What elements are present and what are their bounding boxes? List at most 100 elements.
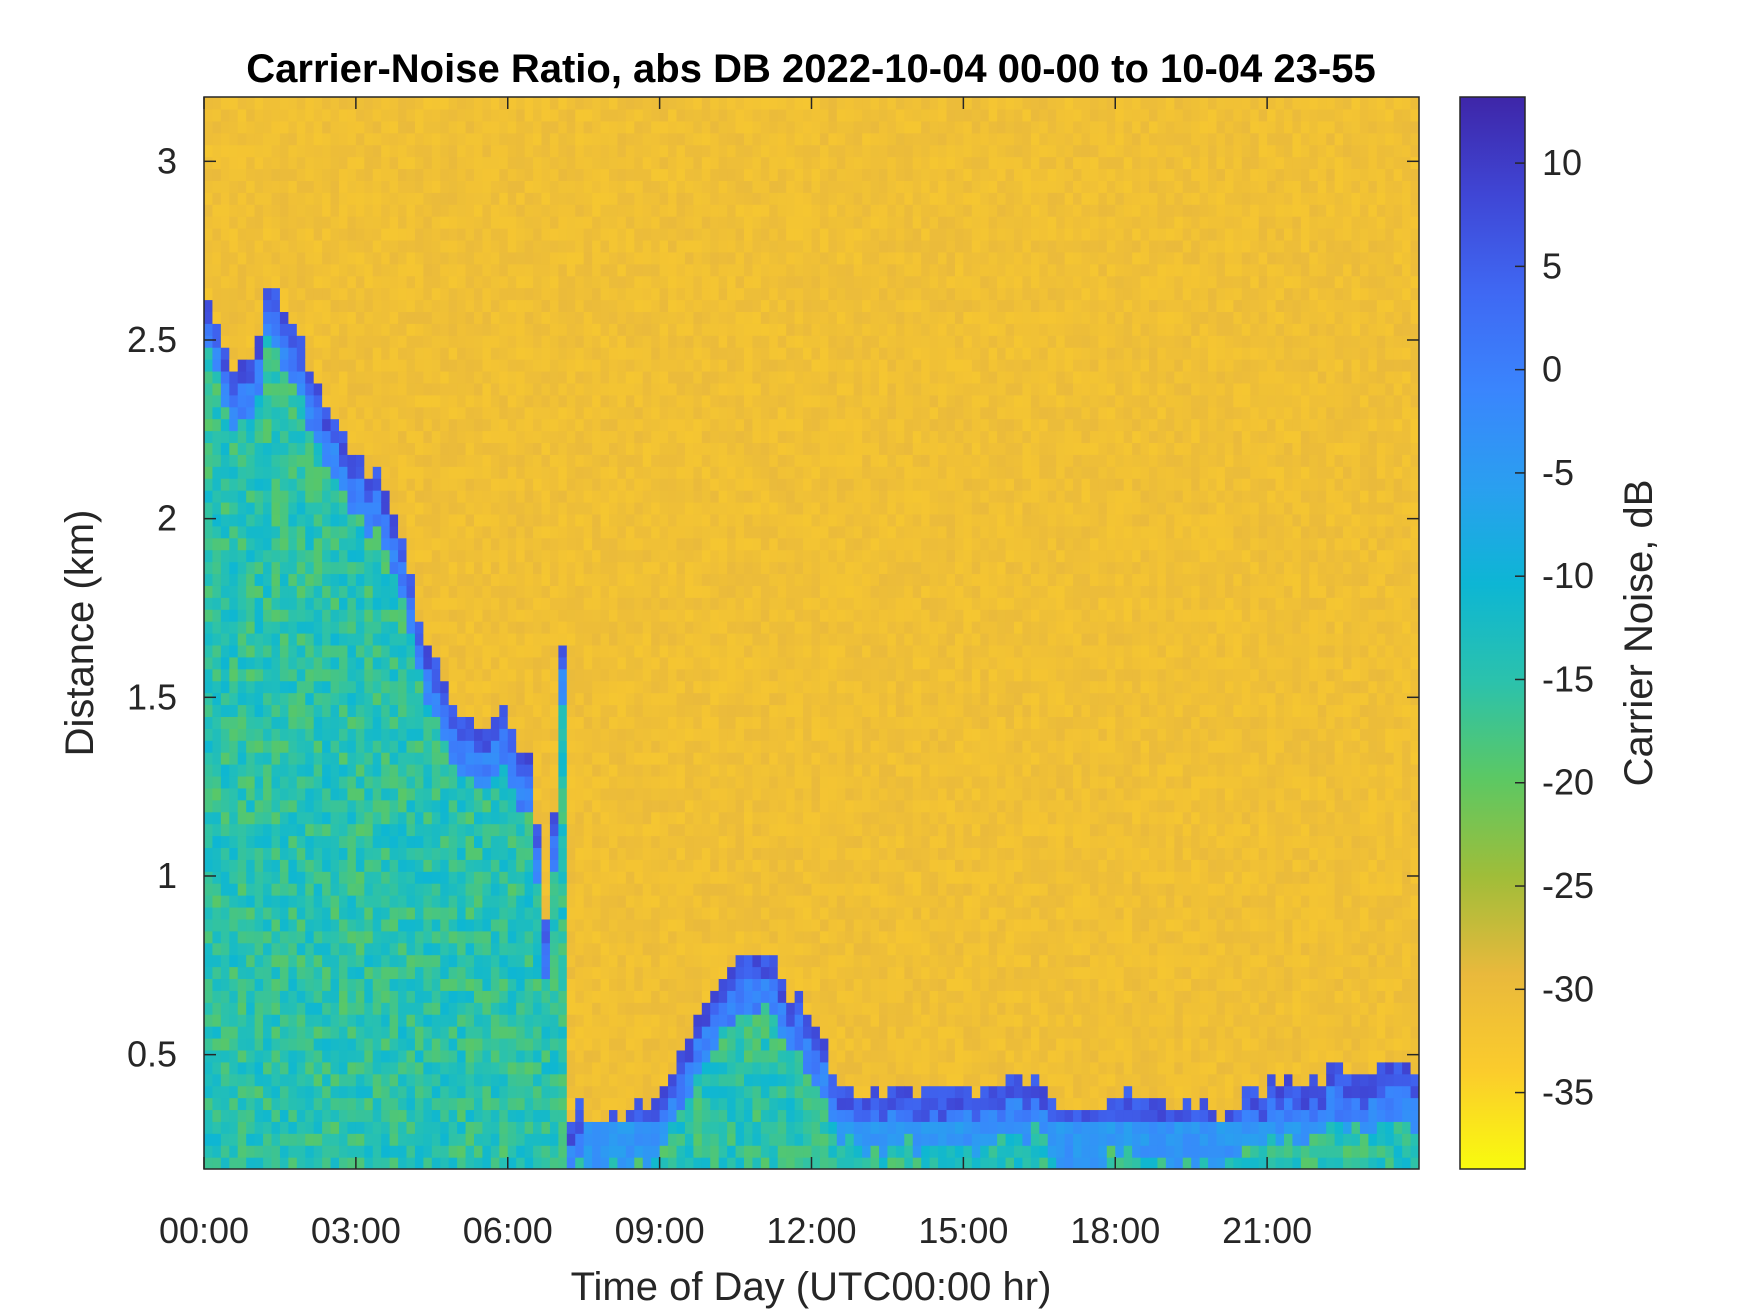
heatmap-cell [659, 1049, 669, 1063]
heatmap-cell [288, 490, 298, 503]
heatmap-cell [263, 811, 273, 825]
heatmap-cell [313, 764, 323, 777]
heatmap-cell [305, 382, 315, 396]
heatmap-cell [229, 942, 239, 956]
heatmap-cell [625, 680, 635, 694]
heatmap-cell [263, 835, 273, 848]
heatmap-cell [279, 478, 289, 491]
heatmap-cell [237, 549, 247, 563]
heatmap-cell [507, 299, 517, 312]
heatmap-cell [634, 513, 644, 527]
heatmap-cell [389, 263, 399, 277]
heatmap-cell [533, 787, 543, 801]
heatmap-cell [457, 823, 467, 837]
heatmap-cell [288, 1145, 298, 1158]
heatmap-cell [440, 180, 450, 193]
heatmap-cell [600, 132, 610, 146]
heatmap-cell [651, 764, 661, 777]
heatmap-cell [372, 1026, 382, 1039]
heatmap-cell [288, 311, 298, 324]
heatmap-cell [566, 454, 576, 467]
heatmap-cell [566, 811, 576, 825]
heatmap-cell [474, 335, 484, 348]
heatmap-cell [423, 752, 433, 765]
heatmap-cell [330, 513, 340, 527]
heatmap-cell [474, 549, 484, 563]
heatmap-cell [440, 716, 450, 729]
heatmap-cell [659, 847, 669, 860]
heatmap-cell [305, 1097, 315, 1111]
heatmap-cell [549, 609, 559, 622]
heatmap-cell [237, 835, 247, 848]
heatmap-cell [414, 120, 424, 134]
heatmap-cell [583, 382, 593, 396]
heatmap-cell [541, 1026, 551, 1039]
heatmap-cell [566, 787, 576, 801]
heatmap-cell [566, 1097, 576, 1111]
heatmap-cell [263, 847, 273, 860]
heatmap-cell [355, 370, 365, 384]
heatmap-cell [204, 764, 214, 777]
heatmap-cell [347, 621, 357, 634]
heatmap-cell [600, 549, 610, 563]
heatmap-cell [279, 168, 289, 181]
heatmap-cell [541, 370, 551, 384]
heatmap-cell [549, 430, 559, 444]
heatmap-cell [263, 644, 273, 658]
heatmap-cell [347, 144, 357, 158]
heatmap-cell [330, 418, 340, 432]
heatmap-cell [474, 978, 484, 991]
heatmap-cell [609, 728, 619, 741]
heatmap-cell [279, 728, 289, 741]
heatmap-cell [499, 168, 509, 181]
heatmap-cell [372, 656, 382, 670]
heatmap-cell [212, 621, 222, 634]
heatmap-cell [457, 228, 467, 241]
heatmap-cell [271, 430, 281, 444]
heatmap-cell [482, 263, 492, 277]
heatmap-cell [668, 728, 678, 741]
heatmap-cell [204, 680, 214, 694]
heatmap-cell [583, 906, 593, 920]
heatmap-cell [372, 692, 382, 706]
heatmap-cell [448, 347, 458, 360]
heatmap-cell [322, 501, 332, 515]
heatmap-cell [524, 609, 534, 622]
heatmap-cell [372, 597, 382, 610]
heatmap-cell [431, 883, 441, 896]
heatmap-cell [440, 228, 450, 241]
heatmap-cell [642, 871, 652, 884]
heatmap-cell [516, 1133, 526, 1146]
heatmap-cell [313, 1026, 323, 1039]
heatmap-cell [490, 942, 500, 956]
heatmap-cell [279, 1133, 289, 1146]
heatmap-cell [625, 609, 635, 622]
heatmap-cell [372, 323, 382, 336]
heatmap-cell [389, 585, 399, 598]
heatmap-cell [533, 156, 543, 170]
heatmap-cell [431, 239, 441, 253]
heatmap-cell [212, 752, 222, 765]
heatmap-cell [499, 501, 509, 515]
heatmap-cell [229, 883, 239, 896]
heatmap-cell [339, 97, 349, 110]
heatmap-cell [600, 204, 610, 217]
heatmap-cell [583, 1157, 593, 1169]
heatmap-cell [212, 120, 222, 134]
heatmap-cell [549, 335, 559, 348]
heatmap-cell [482, 537, 492, 551]
heatmap-cell [482, 335, 492, 348]
heatmap-cell [246, 656, 256, 670]
heatmap-cell [465, 239, 475, 253]
heatmap-cell [659, 454, 669, 467]
heatmap-cell [507, 835, 517, 848]
heatmap-cell [364, 752, 374, 765]
heatmap-cell [448, 847, 458, 860]
heatmap-cell [457, 799, 467, 813]
heatmap-cell [237, 1002, 247, 1015]
heatmap-cell [474, 1145, 484, 1158]
heatmap-cell [651, 430, 661, 444]
heatmap-cell [364, 1121, 374, 1134]
heatmap-cell [440, 1002, 450, 1015]
heatmap-cell [263, 1097, 273, 1111]
